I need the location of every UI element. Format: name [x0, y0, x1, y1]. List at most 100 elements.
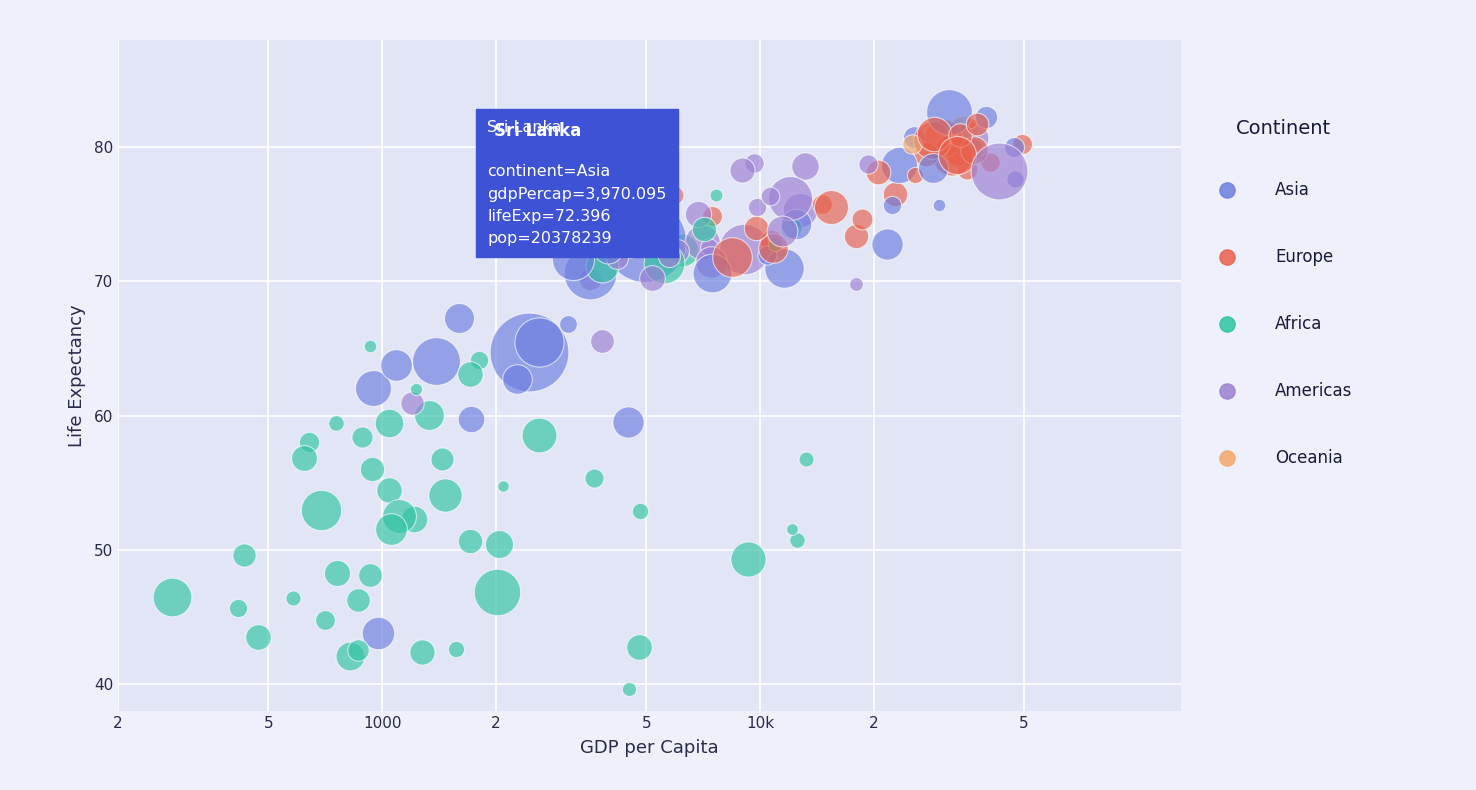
Point	[940, 149, 964, 161]
Point	[347, 594, 370, 607]
Point	[615, 416, 639, 428]
Point	[487, 538, 511, 551]
Point	[735, 552, 759, 565]
Point	[887, 159, 911, 171]
Point	[884, 188, 908, 201]
Point	[518, 346, 542, 359]
Y-axis label: Life Expectancy: Life Expectancy	[68, 304, 86, 446]
Point	[900, 138, 924, 151]
Point	[159, 591, 183, 604]
Point	[793, 160, 816, 173]
Point	[850, 213, 874, 225]
Point	[794, 453, 818, 466]
Point	[922, 128, 946, 141]
Point	[810, 198, 834, 210]
Point	[633, 235, 657, 248]
Point	[629, 505, 652, 517]
Text: Americas: Americas	[1275, 382, 1352, 400]
Point	[618, 241, 642, 254]
Point	[844, 230, 868, 243]
Point	[378, 483, 401, 496]
Text: Africa: Africa	[1275, 315, 1322, 333]
Point	[856, 157, 880, 170]
Point	[425, 355, 449, 367]
Point	[577, 266, 601, 279]
Point	[410, 646, 434, 659]
Point	[955, 163, 979, 175]
Point	[763, 237, 787, 250]
Point	[720, 251, 744, 264]
Point	[974, 111, 998, 123]
Point	[700, 256, 723, 269]
Point	[987, 164, 1011, 177]
Point	[979, 156, 1002, 168]
Point	[298, 435, 322, 448]
Point	[359, 340, 382, 352]
Point	[517, 218, 540, 231]
Point	[903, 168, 927, 181]
Point	[1004, 173, 1027, 186]
Point	[232, 549, 255, 562]
Point	[447, 311, 471, 324]
Point	[444, 643, 468, 656]
Point	[387, 510, 410, 522]
Point	[561, 252, 584, 265]
Point	[366, 626, 390, 639]
Point	[596, 243, 620, 255]
Text: Europe: Europe	[1275, 248, 1333, 265]
Point	[458, 535, 481, 547]
Point	[292, 451, 316, 464]
Point	[914, 148, 937, 160]
Point	[742, 157, 766, 170]
Point	[536, 236, 559, 249]
Point	[945, 149, 968, 161]
Point	[844, 277, 868, 290]
Point	[605, 220, 629, 232]
Point	[345, 643, 369, 656]
Point	[663, 189, 686, 201]
Point	[937, 106, 961, 118]
Point	[313, 614, 337, 626]
Point	[652, 257, 676, 269]
Point	[590, 259, 614, 272]
Point	[959, 143, 983, 156]
Point	[704, 189, 728, 201]
Point	[927, 199, 951, 212]
Point	[959, 132, 983, 145]
Point	[1010, 138, 1033, 151]
Point	[338, 650, 362, 663]
Point	[875, 238, 899, 250]
Point	[819, 200, 843, 213]
Point	[431, 453, 455, 466]
Point	[459, 368, 483, 381]
Point	[757, 190, 781, 202]
Point	[486, 585, 509, 598]
Point	[617, 683, 641, 696]
Point	[779, 222, 803, 235]
Point	[921, 162, 945, 175]
Text: Continent: Continent	[1235, 118, 1330, 137]
Point	[556, 318, 580, 330]
Point	[466, 353, 490, 366]
Point	[590, 335, 614, 348]
Point	[948, 129, 971, 141]
Point	[686, 208, 710, 220]
Point	[745, 201, 769, 213]
Point	[404, 382, 428, 395]
Point	[948, 149, 971, 161]
Point	[325, 566, 348, 579]
Point	[931, 132, 955, 145]
Text: Asia: Asia	[1275, 181, 1311, 198]
Point	[605, 251, 629, 264]
Point	[778, 192, 801, 205]
Point	[246, 631, 270, 644]
Point	[506, 373, 530, 386]
Point	[689, 236, 713, 249]
Point	[770, 224, 794, 237]
Point	[784, 218, 807, 231]
Point	[432, 488, 456, 501]
Point	[400, 397, 424, 409]
Point	[527, 428, 551, 441]
Point	[385, 359, 409, 371]
Point	[362, 382, 385, 394]
